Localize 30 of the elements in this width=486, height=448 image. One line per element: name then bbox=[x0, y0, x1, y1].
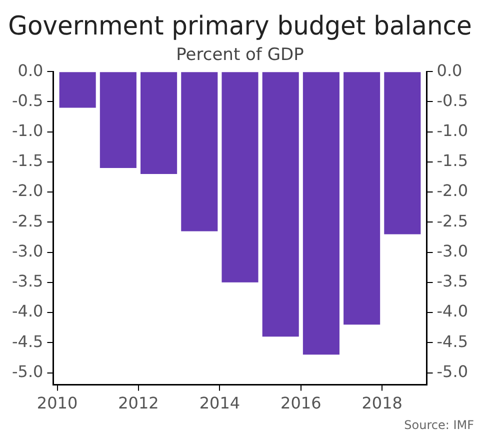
y2-tick-label: -1.0 bbox=[436, 120, 468, 140]
y2-tick-label: -1.5 bbox=[436, 151, 468, 170]
y2-tick-label: -3.5 bbox=[436, 272, 468, 291]
y2-tick-label: 0.0 bbox=[436, 60, 462, 80]
y-tick-label: -2.5 bbox=[12, 211, 44, 230]
source-note: Source: IMF bbox=[403, 418, 475, 432]
x-tick-label: 2018 bbox=[362, 394, 402, 413]
y2-tick-label: -3.0 bbox=[436, 241, 468, 260]
y-tick-label: -3.0 bbox=[12, 241, 44, 260]
y-tick-label: -1.0 bbox=[12, 120, 44, 140]
y2-tick-label: -2.0 bbox=[436, 181, 468, 200]
y-tick-label: -2.0 bbox=[12, 181, 44, 200]
y-tick-label: -4.0 bbox=[12, 302, 44, 321]
y-tick-label: -0.5 bbox=[12, 90, 44, 110]
y2-tick-label: -0.5 bbox=[436, 90, 468, 110]
x-tick-label: 2016 bbox=[280, 394, 322, 413]
y-tick-label: 0.0 bbox=[18, 60, 44, 80]
y-tick-label: -3.5 bbox=[12, 272, 44, 291]
x-tick-label: 2014 bbox=[199, 394, 240, 413]
x-tick-label: 2010 bbox=[36, 394, 78, 413]
y2-tick-label: -4.0 bbox=[436, 302, 468, 321]
y2-tick-label: -2.5 bbox=[436, 211, 468, 230]
y-tick-label: -5.0 bbox=[12, 362, 44, 381]
y-tick-label: -4.5 bbox=[12, 332, 44, 351]
chart-title: Government primary budget balance bbox=[8, 10, 472, 42]
y2-tick-label: -4.5 bbox=[436, 332, 468, 351]
y-tick-label: -1.5 bbox=[12, 151, 44, 170]
x-tick-label: 2012 bbox=[118, 394, 159, 413]
chart-subtitle: Percent of GDP bbox=[176, 44, 304, 65]
y2-tick-label: -5.0 bbox=[436, 362, 468, 381]
